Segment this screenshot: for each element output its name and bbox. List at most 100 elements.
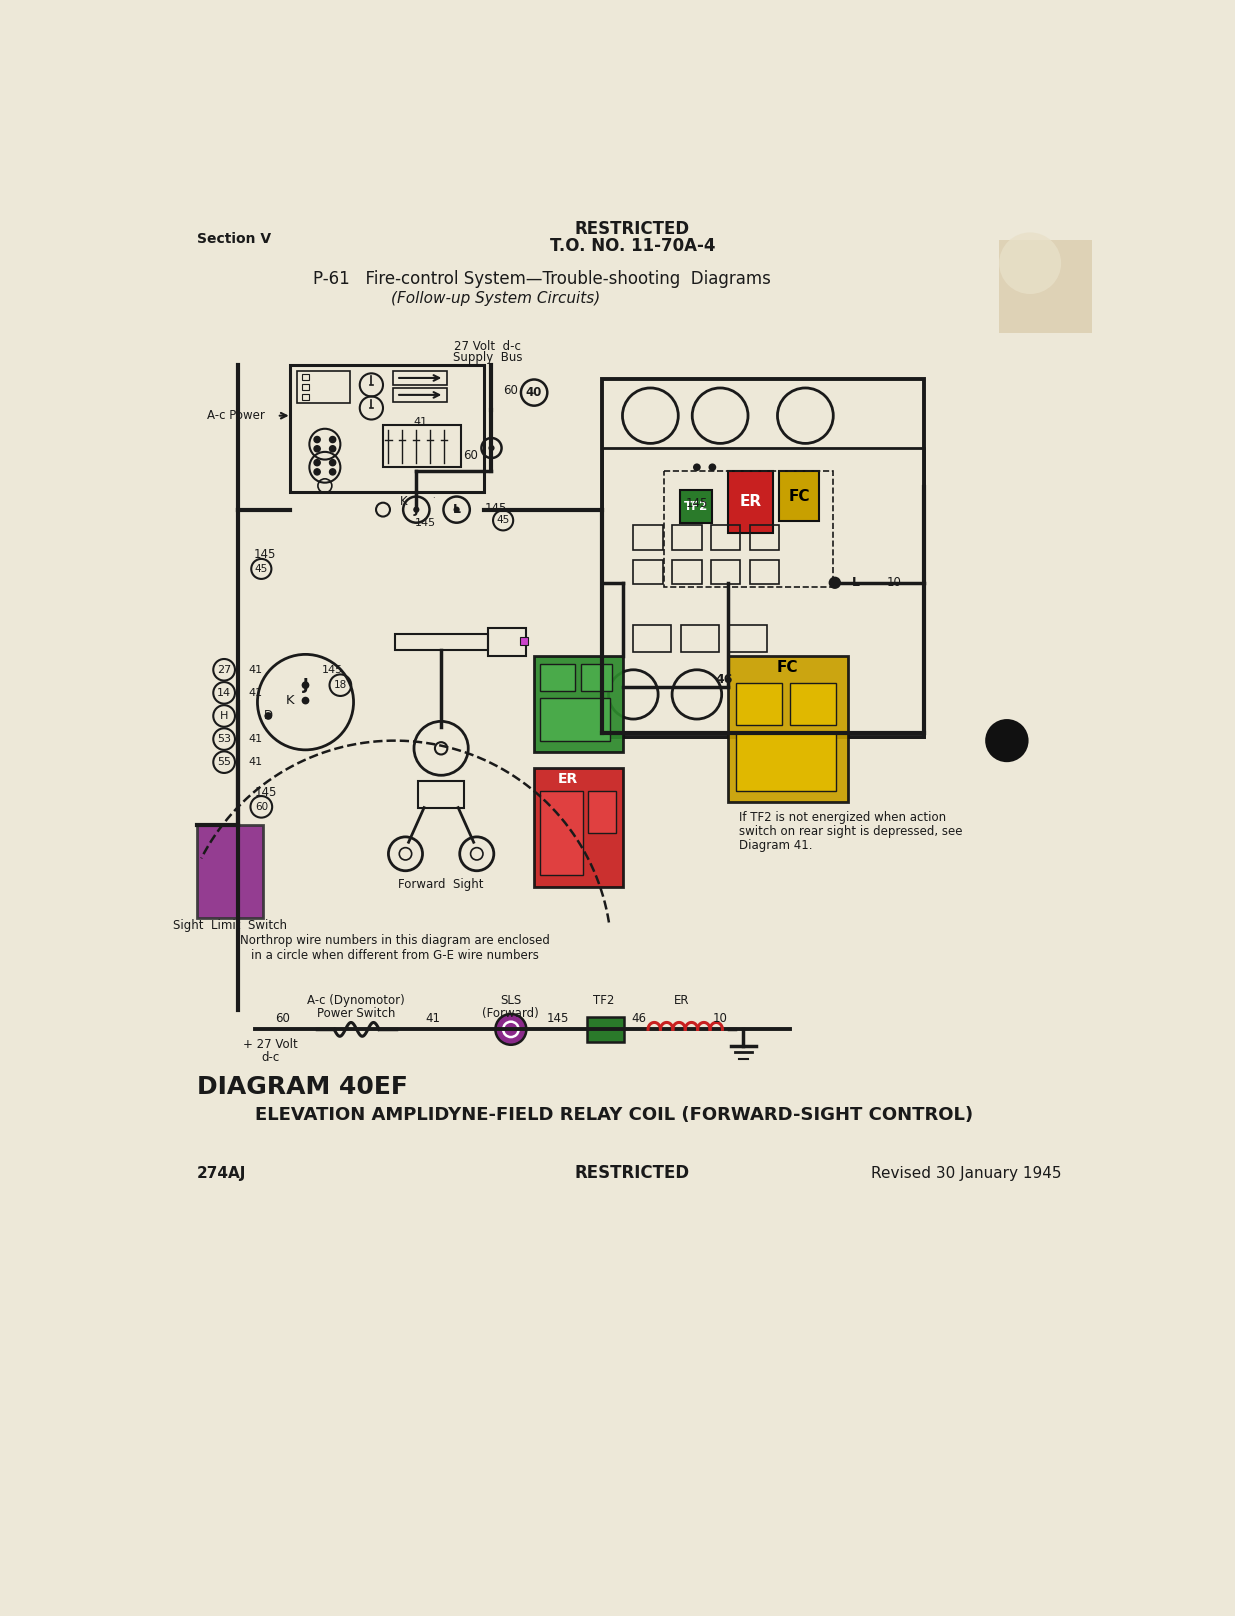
Bar [790, 684, 836, 726]
Circle shape [829, 577, 841, 588]
Text: in a circle when different from G-E wire numbers: in a circle when different from G-E wire… [251, 949, 538, 962]
Bar [711, 525, 740, 549]
Text: D: D [264, 709, 273, 722]
Text: ER: ER [740, 494, 762, 509]
Circle shape [314, 446, 320, 452]
Text: FC: FC [788, 490, 810, 504]
Bar [736, 734, 836, 790]
Circle shape [330, 469, 336, 475]
Bar [664, 472, 834, 587]
Text: K: K [285, 695, 294, 708]
Bar [580, 664, 611, 690]
Text: 27: 27 [217, 664, 231, 675]
Text: Supply  Bus: Supply Bus [453, 351, 522, 365]
Text: L: L [452, 503, 461, 516]
Text: RESTRICTED: RESTRICTED [576, 1165, 690, 1183]
Circle shape [301, 696, 310, 705]
Text: 60: 60 [275, 1012, 290, 1025]
Bar [588, 790, 615, 832]
Bar [417, 781, 464, 808]
Text: + 27 Volt: + 27 Volt [243, 1037, 298, 1052]
Bar [393, 388, 447, 402]
Text: 10: 10 [887, 577, 902, 590]
Text: 60: 60 [463, 449, 478, 462]
Text: 41: 41 [426, 1012, 441, 1025]
Text: RESTRICTED: RESTRICTED [576, 220, 690, 238]
Text: ELEVATION AMPLIDYNE-FIELD RELAY COIL (FORWARD-SIGHT CONTROL): ELEVATION AMPLIDYNE-FIELD RELAY COIL (FO… [256, 1105, 973, 1123]
Bar [779, 472, 819, 522]
Text: Power Switch: Power Switch [316, 1007, 395, 1020]
Bar [999, 241, 1092, 333]
Text: H: H [220, 711, 228, 721]
Text: Section V: Section V [198, 231, 272, 246]
Text: (Forward): (Forward) [483, 1007, 540, 1020]
Text: d-c: d-c [262, 1050, 280, 1063]
Bar [488, 629, 526, 656]
Text: 145: 145 [256, 787, 278, 800]
Bar [711, 559, 740, 585]
Bar [672, 525, 701, 549]
Circle shape [301, 682, 310, 688]
Bar [301, 373, 310, 380]
Text: Sight  Limit  Switch: Sight Limit Switch [173, 920, 287, 932]
Text: Revised 30 January 1945: Revised 30 January 1945 [871, 1165, 1061, 1181]
Bar [301, 385, 310, 391]
Text: 41: 41 [248, 688, 262, 698]
Bar [541, 698, 610, 740]
Bar [672, 559, 701, 585]
Text: TF2: TF2 [684, 499, 708, 512]
Bar [750, 525, 779, 549]
Bar [682, 625, 719, 653]
Text: A-c (Dynomotor): A-c (Dynomotor) [308, 994, 405, 1007]
Text: P-61   Fire-control System—Trouble-shooting  Diagrams: P-61 Fire-control System—Trouble-shootin… [312, 270, 771, 288]
Circle shape [330, 446, 336, 452]
Circle shape [314, 436, 320, 443]
Circle shape [999, 233, 1061, 294]
Text: Forward  Sight: Forward Sight [399, 877, 484, 890]
Text: 145: 145 [322, 664, 343, 675]
Text: A-c Power: A-c Power [206, 409, 264, 422]
Text: SLS: SLS [500, 994, 521, 1007]
Text: 10: 10 [713, 1012, 727, 1025]
Text: K: K [400, 496, 408, 509]
Bar [736, 684, 782, 726]
Text: 27 Volt  d-c: 27 Volt d-c [454, 339, 521, 352]
Text: 41: 41 [248, 734, 262, 743]
Text: ·: · [432, 494, 435, 503]
Bar [750, 559, 779, 585]
Circle shape [314, 459, 320, 465]
Text: TF2: TF2 [593, 994, 615, 1007]
Text: T.O. NO. 11-70A-4: T.O. NO. 11-70A-4 [550, 238, 715, 255]
Circle shape [709, 464, 716, 472]
Circle shape [314, 469, 320, 475]
Text: 60: 60 [504, 383, 519, 398]
Bar [727, 656, 848, 802]
Bar [727, 472, 773, 533]
Bar [534, 656, 624, 751]
Text: 18: 18 [333, 680, 347, 690]
Circle shape [693, 464, 700, 472]
Text: 46: 46 [631, 1012, 646, 1025]
Text: 40: 40 [526, 386, 542, 399]
Bar [634, 559, 663, 585]
Bar [634, 625, 671, 653]
Text: 53: 53 [217, 734, 231, 743]
Text: 45: 45 [496, 516, 510, 525]
Text: 41: 41 [248, 758, 262, 768]
Text: J: J [414, 503, 419, 516]
Bar [290, 365, 484, 491]
Text: ER: ER [557, 772, 578, 785]
Text: 41: 41 [414, 417, 429, 427]
Circle shape [330, 459, 336, 465]
Text: 55: 55 [217, 758, 231, 768]
Text: Northrop wire numbers in this diagram are enclosed: Northrop wire numbers in this diagram ar… [240, 934, 550, 947]
Text: ER: ER [673, 994, 689, 1007]
Bar [198, 826, 263, 918]
Bar [296, 372, 350, 404]
Circle shape [453, 506, 459, 512]
Bar [541, 790, 583, 876]
Bar [520, 637, 527, 645]
Text: DIAGRAM 40EF: DIAGRAM 40EF [198, 1075, 408, 1099]
Bar [541, 664, 576, 690]
Circle shape [495, 1013, 526, 1046]
